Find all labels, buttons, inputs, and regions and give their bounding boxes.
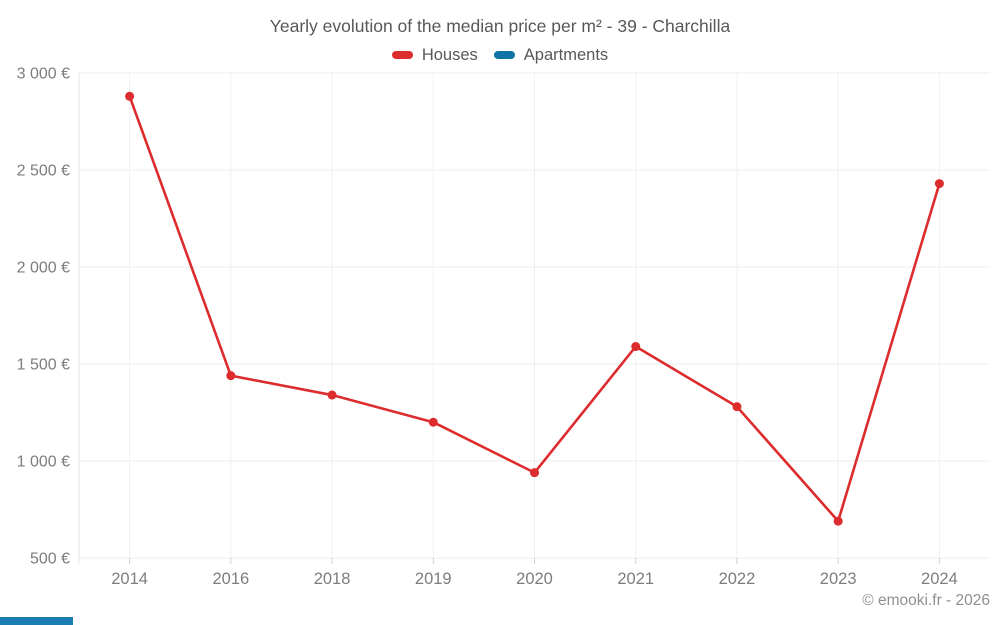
x-axis-tick-label: 2021 [617, 570, 654, 588]
houses-data-point[interactable] [732, 402, 742, 412]
x-axis-tick-label: 2016 [212, 570, 249, 588]
chart-title: Yearly evolution of the median price per… [269, 16, 731, 36]
houses-data-point[interactable] [428, 417, 438, 427]
chart-legend: Houses Apartments [0, 45, 1000, 65]
x-axis-tick-label: 2018 [314, 570, 351, 588]
x-axis-tick-label: 2023 [820, 570, 857, 588]
y-axis-tick-label: 3 000 € [17, 66, 70, 83]
x-axis-tick-label: 2019 [415, 570, 452, 588]
x-axis-tick-label: 2024 [921, 570, 958, 588]
x-axis-tick-label: 2022 [719, 570, 756, 588]
houses-data-point[interactable] [934, 179, 944, 189]
legend-label: Houses [421, 45, 478, 64]
houses-data-point[interactable] [226, 371, 236, 381]
copyright-watermark: © emooki.fr - 2026 [862, 592, 990, 609]
y-axis-tick-label: 500 € [30, 551, 70, 568]
houses-data-point[interactable] [833, 516, 843, 526]
legend-swatch-apartments [493, 51, 515, 59]
y-axis-tick-label: 1 500 € [17, 357, 70, 374]
legend-swatch-houses [391, 51, 413, 59]
bottom-left-partial-bar [0, 617, 73, 625]
legend-item-houses[interactable]: Houses [391, 45, 478, 65]
houses-data-point[interactable] [530, 468, 539, 478]
legend-label: Apartments [523, 45, 609, 64]
houses-data-point[interactable] [327, 390, 337, 400]
y-axis-tick-label: 2 500 € [17, 163, 70, 180]
x-axis-tick-label: 2014 [111, 570, 148, 588]
houses-data-point[interactable] [125, 91, 135, 101]
houses-data-point[interactable] [631, 342, 641, 352]
y-axis-tick-label: 2 000 € [17, 260, 70, 277]
y-axis-tick-label: 1 000 € [17, 454, 70, 471]
x-axis-tick-label: 2020 [516, 570, 553, 588]
legend-item-apartments[interactable]: Apartments [493, 45, 609, 65]
